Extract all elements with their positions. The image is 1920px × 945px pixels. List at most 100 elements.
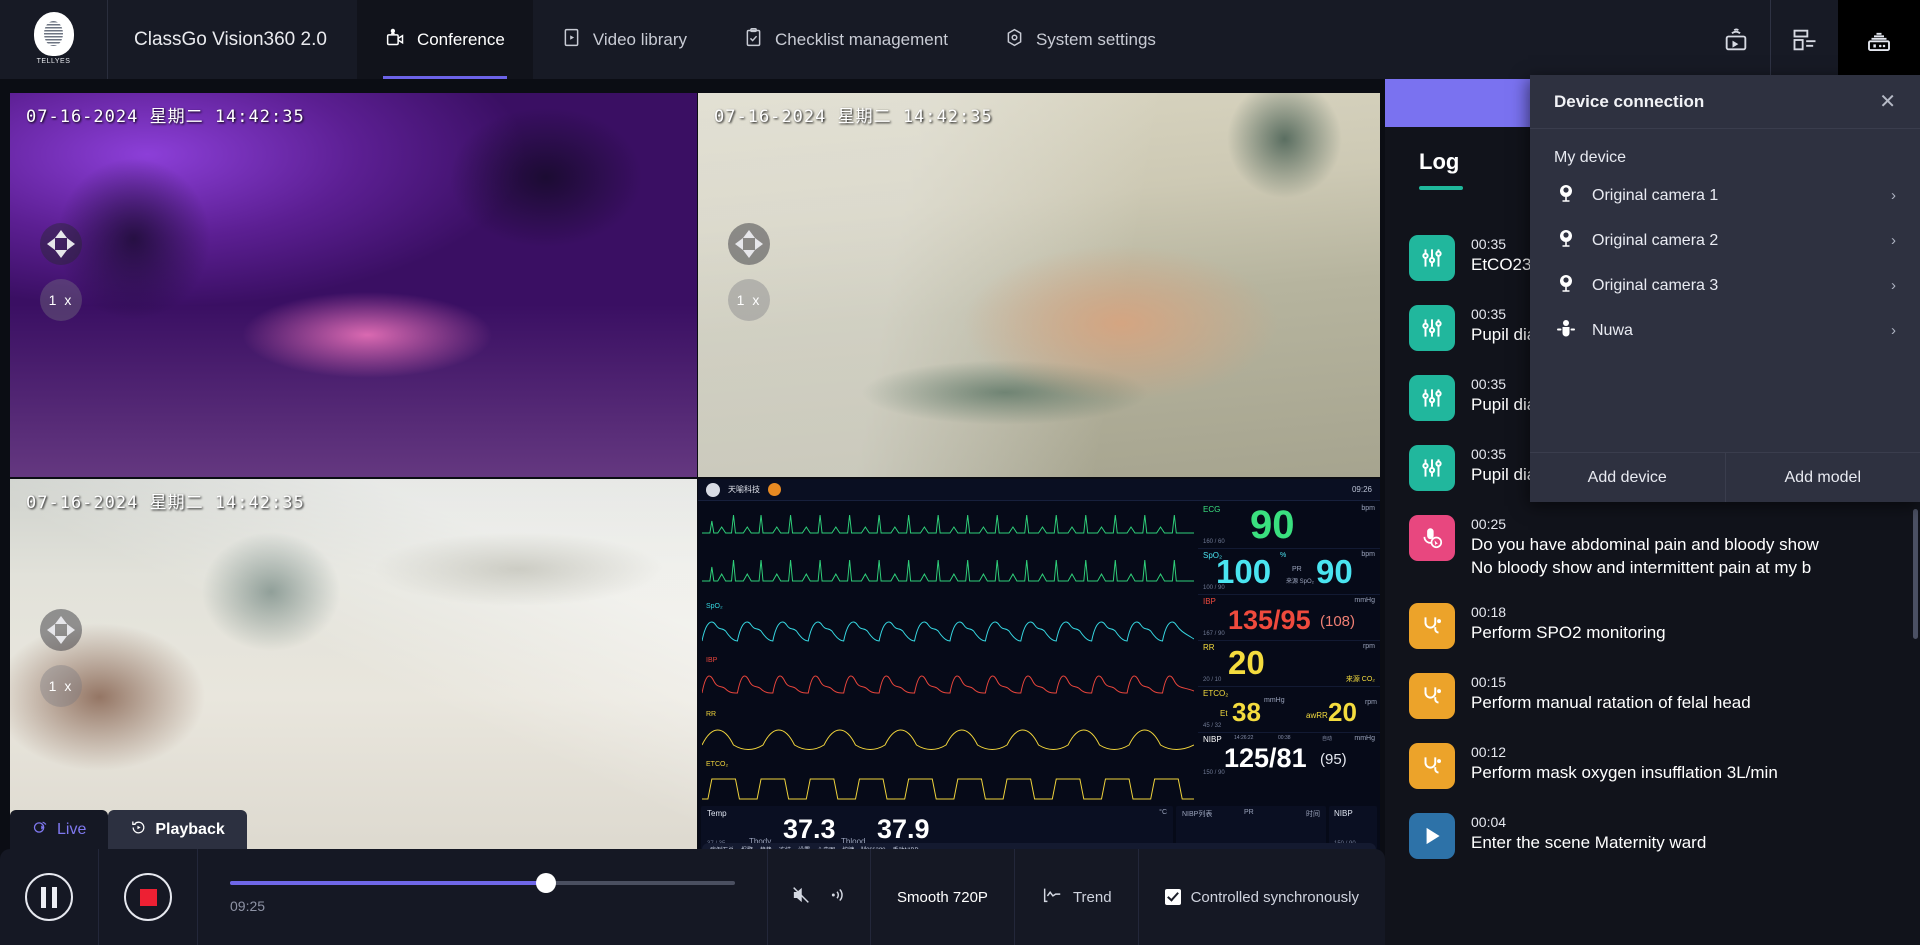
log-time: 00:12	[1471, 744, 1507, 760]
wave-rr: RR	[701, 711, 1195, 750]
log-time: 00:04	[1471, 814, 1507, 830]
list-item[interactable]: 00:35 Pupil dia	[1409, 293, 1920, 363]
pan-control-3[interactable]	[40, 609, 82, 651]
camera-feed-3[interactable]: 07-16-2024 星期二 14:42:35 1 x	[10, 479, 697, 855]
nibp-list-time: 时间	[1306, 811, 1320, 818]
numeric-nibp-time: 14:26:22	[1234, 735, 1254, 741]
list-item[interactable]: 00:35 Pupil dia	[1409, 433, 1920, 503]
stop-button[interactable]	[99, 849, 198, 945]
numeric-ecg-limits: 160 / 60	[1203, 539, 1225, 545]
zoom-level-3[interactable]: 1 x	[40, 665, 82, 707]
trend-button[interactable]: Trend	[1015, 849, 1139, 945]
trend-label: Trend	[1072, 888, 1112, 906]
camera-feed-1[interactable]: 07-16-2024 星期二 14:42:35 1 x	[10, 93, 697, 477]
zoom-level-1[interactable]: 1 x	[40, 279, 82, 321]
stethoscope-icon	[1409, 743, 1455, 789]
tab-system-settings[interactable]: System settings	[976, 0, 1184, 79]
numeric-ecg-unit: bpm	[1361, 505, 1375, 512]
log-text: Enter the scene Maternity ward	[1471, 833, 1707, 852]
temp-tbody-value: 37.3	[783, 814, 836, 844]
numeric-nibp-unit: mmHg	[1354, 735, 1375, 742]
add-device-button[interactable]: Add device	[1587, 468, 1667, 486]
list-item[interactable]: 00:15 Perform manual ratation of felal h…	[1409, 661, 1920, 731]
stethoscope-icon	[1409, 603, 1455, 649]
layout-grid-icon[interactable]	[1770, 0, 1838, 79]
sliders-icon	[1409, 235, 1455, 281]
add-model-button[interactable]: Add model	[1724, 453, 1920, 502]
device-item-nuwa[interactable]: Nuwa ›	[1530, 308, 1920, 353]
log-time: 00:35	[1471, 236, 1507, 252]
pause-button[interactable]	[0, 849, 99, 945]
seek-bar[interactable]	[230, 872, 736, 893]
tab-playback[interactable]: Playback	[108, 810, 247, 849]
log-text: Pupil dia	[1471, 465, 1537, 484]
device-item-original-camera-3[interactable]: Original camera 3 ›	[1530, 263, 1920, 308]
device-section-label: My device	[1554, 149, 1627, 166]
wave-ibp-label: IBP	[706, 657, 718, 664]
monitor-clock: 09:26	[1351, 485, 1372, 494]
device-connection-panel: Device connection ✕ My device Original c…	[1530, 75, 1920, 502]
video-grid: 07-16-2024 星期二 14:42:35 1 x 07-16-2024 星…	[10, 93, 1380, 855]
header-actions	[1702, 0, 1920, 79]
log-list[interactable]: 00:35 EtCO238 00:35 Pupil dia	[1385, 223, 1920, 945]
log-scrollbar-thumb[interactable]	[1913, 509, 1918, 639]
numeric-ibp-value: 135/95	[1228, 605, 1311, 635]
volume-controls	[767, 849, 872, 945]
tab-live[interactable]: Live	[10, 810, 109, 849]
list-item[interactable]: 00:35 EtCO238	[1409, 223, 1920, 293]
monitor-body: SpO₂ IBP	[698, 501, 1380, 803]
numeric-ecg: ECG bpm 160 / 60 90	[1198, 503, 1380, 549]
numeric-spo2-limits: 100 / 90	[1203, 585, 1225, 591]
log-text: Perform mask oxygen insufflation 3L/min	[1471, 763, 1778, 782]
numeric-spo2: SpO₂ bpm 100 / 90 100 % PR 来源 SpO₂ 90	[1198, 549, 1380, 595]
nibp-col-tag: NIBP	[1334, 809, 1353, 818]
numeric-spo2-value: 100	[1216, 553, 1272, 590]
monitor-numerics: ECG bpm 160 / 60 90 SpO₂ bpm 100 / 90 10…	[1198, 501, 1380, 803]
camera-feed-2[interactable]: 07-16-2024 星期二 14:42:35 1 x	[698, 93, 1380, 477]
log-text: Pupil dia	[1471, 395, 1537, 414]
log-time: 00:35	[1471, 306, 1507, 322]
tab-conference[interactable]: Conference	[356, 0, 533, 79]
device-item-label: Original camera 2	[1592, 231, 1719, 249]
close-icon[interactable]: ✕	[1879, 90, 1896, 113]
device-connection-icon[interactable]	[1838, 0, 1920, 79]
tab-checklist-management[interactable]: Checklist management	[715, 0, 976, 79]
pan-control-2[interactable]	[728, 223, 770, 265]
log-time: 00:25	[1471, 516, 1507, 532]
quality-selector[interactable]: Smooth 720P	[871, 849, 1015, 945]
temp-tblood-label: Tblood	[841, 837, 866, 846]
numeric-ibp-tag: IBP	[1203, 597, 1216, 606]
seek-handle[interactable]	[535, 872, 556, 893]
list-item[interactable]: 00:18 Perform SPO2 monitoring	[1409, 591, 1920, 661]
numeric-etco2: ETCO₂ 45 / 32 Et 38 mmHg awRR 20 rpm	[1198, 687, 1380, 733]
cast-screen-icon[interactable]	[1702, 0, 1770, 79]
manikin-icon	[1554, 316, 1578, 345]
tab-system-settings-label: System settings	[1035, 29, 1156, 49]
volume-icon[interactable]	[826, 884, 848, 911]
patient-monitor-feed[interactable]: 天喻科技 09:26	[698, 479, 1380, 855]
sync-checkbox[interactable]	[1164, 889, 1181, 905]
list-item[interactable]: 00:04 Enter the scene Maternity ward	[1409, 801, 1920, 871]
tab-video-library-label: Video library	[592, 29, 688, 49]
sync-toggle[interactable]: Controlled synchronously	[1139, 849, 1385, 945]
numeric-ibp-limits: 167 / 90	[1203, 631, 1225, 637]
mute-icon[interactable]	[790, 884, 812, 911]
numeric-rr-limits: 20 / 10	[1203, 677, 1222, 683]
tab-video-library[interactable]: Video library	[533, 0, 715, 79]
list-item[interactable]: 00:25 Do you have abdominal pain and blo…	[1409, 503, 1920, 591]
device-item-original-camera-2[interactable]: Original camera 2 ›	[1530, 218, 1920, 263]
list-item[interactable]: 00:12 Perform mask oxygen insufflation 3…	[1409, 731, 1920, 801]
temp-unit: °C	[1159, 809, 1167, 816]
list-item[interactable]: 00:35 Pupil dia	[1409, 363, 1920, 433]
chevron-right-icon: ›	[1891, 232, 1896, 249]
webcam-icon	[1554, 226, 1578, 255]
numeric-nibp-mean: (95)	[1320, 751, 1347, 768]
device-item-original-camera-1[interactable]: Original camera 1 ›	[1530, 173, 1920, 218]
tab-live-label: Live	[57, 820, 87, 838]
zoom-level-2[interactable]: 1 x	[728, 279, 770, 321]
temp-tbody-label: Tbody	[749, 837, 772, 846]
log-text: EtCO238	[1471, 255, 1541, 274]
webcam-icon	[1554, 181, 1578, 210]
numeric-spo2-tag: SpO₂	[1203, 551, 1223, 560]
pan-control-1[interactable]	[40, 223, 82, 265]
